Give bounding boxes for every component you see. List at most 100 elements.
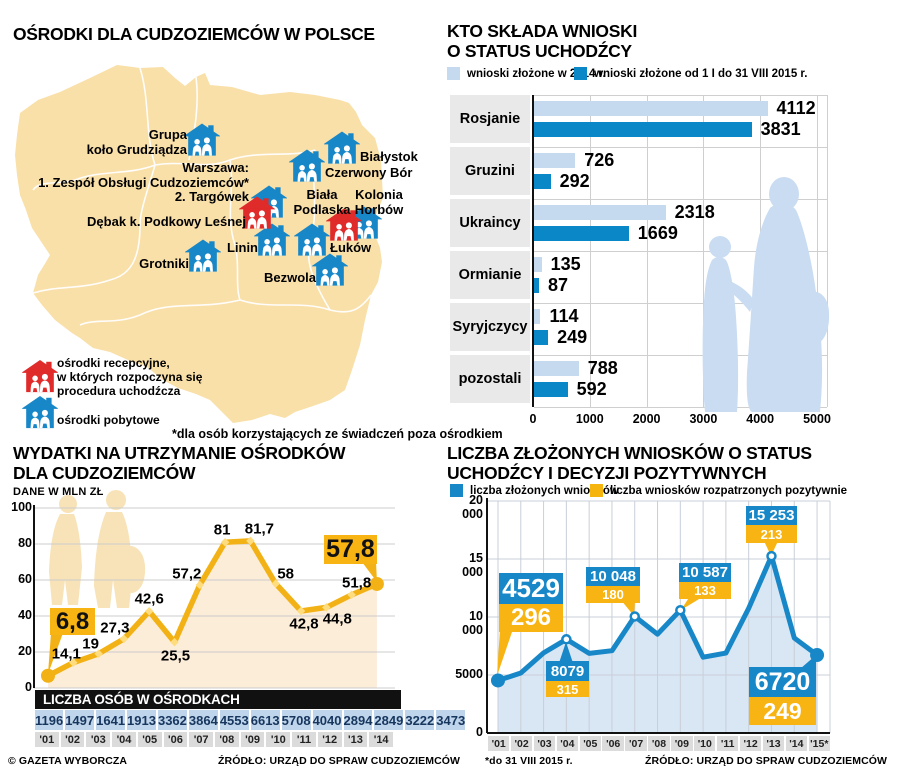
applications-year-cell: '15* <box>808 736 830 751</box>
spending-ytick-100: 100 <box>11 500 32 514</box>
occupants-value-cell: 4553 <box>219 710 249 730</box>
bar-y-axis <box>532 95 534 407</box>
occupants-value-cell: 3473 <box>436 710 466 730</box>
map-title: OŚRODKI DLA CUDZOZIEMCÓW W POLSCE <box>13 24 375 44</box>
bar-value-label: 4112 <box>776 98 816 118</box>
applications-year-cell: '09 <box>671 736 693 751</box>
occupants-table-header: LICZBA OSÓB W OŚRODKACH <box>35 690 401 709</box>
callout-tail <box>681 596 704 610</box>
bar-value-label: 726 <box>584 150 615 170</box>
applications-callout-'04: 8079 315 <box>546 661 589 697</box>
bar-category-5: pozostali <box>450 355 530 403</box>
occupants-value-cell: 3222 <box>405 710 435 730</box>
occupants-value-cell: 2894 <box>343 710 373 730</box>
bar-row-divider <box>534 407 827 408</box>
map-footnote: *dla osób korzystających ze świadczeń po… <box>172 427 503 441</box>
map-site-label-lukow: Łuków <box>330 240 372 255</box>
occupants-year-cell: '07 <box>189 732 213 747</box>
applications-ytick-1: 15 000 <box>462 551 483 579</box>
spending-value-'03: 19 <box>82 635 99 653</box>
occupants-year-cell: '11 <box>292 732 316 747</box>
occupants-value-cell: 4040 <box>312 710 342 730</box>
bar-value-label: 87 <box>547 275 568 295</box>
spending-callout-'01: 6,8 <box>50 608 95 635</box>
map-site-label-czerwony-bor: Czerwony Bór <box>325 165 413 180</box>
bar-row-divider <box>534 355 827 356</box>
bar-xtick-4000: 4000 <box>746 412 775 426</box>
occupants-value-cell: 6613 <box>250 710 280 730</box>
callout-positive-value: 296 <box>499 604 563 632</box>
callout-applications-value: 6720 <box>749 667 816 697</box>
occupants-year-cell: '14 <box>369 732 393 747</box>
applications-legend-item-0: liczba złożonych wniosków <box>450 484 619 497</box>
spending-value-'05: 42,6 <box>134 590 164 608</box>
occupants-year-cell: '12 <box>317 732 342 747</box>
map-site-label-grupa-kolo-grudziadza: Grupa koło Grudziądza <box>86 127 187 157</box>
callout-tail <box>559 642 573 663</box>
map-legend-label-residence: ośrodki pobytowe <box>57 413 160 427</box>
callout-applications-value: 10 587 <box>679 563 731 582</box>
map-site-label-bialystok: Białystok <box>360 149 418 164</box>
bar-value-label: 249 <box>557 327 588 347</box>
applications-point-ring <box>629 611 640 622</box>
applications-year-cell: '13 <box>762 736 785 751</box>
applications-ytick-0: 20 000 <box>462 493 483 521</box>
bar-2015-3 <box>534 278 539 293</box>
map-site-label-kolonia-horbow: Kolonia Horbów <box>354 187 404 217</box>
callout-applications-value: 8079 <box>546 661 589 681</box>
callout-applications-value: 10 048 <box>586 567 640 586</box>
bar-2014-1 <box>534 153 576 168</box>
occupants-table-row: 1196 1497 1641 1913 3362 3864 4553 6613 5708 4040… <box>35 710 466 730</box>
spending-subtitle: DANE W MLN ZŁ <box>13 486 104 498</box>
spending-area <box>48 540 377 688</box>
bar-2014-0 <box>534 101 768 116</box>
callout-positive-value: 180 <box>586 586 640 603</box>
applications-legend-item-1: liczba wniosków rozpatrzonych pozytywnie <box>590 484 847 497</box>
bar-xtick-1000: 1000 <box>575 412 604 426</box>
applications-years: '01'02'03'04'05'06'07'08'09'10'11'12'13 '… <box>488 736 830 751</box>
spending-endpoint-dot <box>41 668 55 683</box>
applications-year-cell: '02 <box>510 736 533 751</box>
applications-callout-'13: 15 253 213 <box>746 506 797 543</box>
bar-2014-2 <box>534 205 666 220</box>
applications-callout-'07: 10 048 180 <box>586 567 640 603</box>
woman-and-child-silhouette-icon <box>702 177 830 412</box>
occupants-value-cell: 2849 <box>374 710 404 730</box>
bar-row-divider <box>534 147 827 148</box>
bar-value-label: 788 <box>587 358 618 378</box>
occupants-year-cell: '01 <box>35 732 59 747</box>
bar-row-divider <box>534 303 827 304</box>
spending-value-'02: 14,1 <box>51 645 81 663</box>
applications-year-cell: '03 <box>533 736 556 751</box>
applications-year-cell: '10 <box>694 736 716 751</box>
callout-positive-value: 133 <box>679 582 731 599</box>
applications-callout-'15*: 6720 249 <box>749 667 816 725</box>
occupants-value-cell: 1641 <box>96 710 126 730</box>
occupants-year-cell: '06 <box>163 732 188 747</box>
occupants-year-cell: '08 <box>214 732 239 747</box>
legend-swatch-icon <box>447 67 460 80</box>
map-site-label-linin: Linin <box>226 240 258 255</box>
applications-ytick-2: 10 000 <box>462 609 483 637</box>
spending-value-'10: 58 <box>277 565 295 583</box>
bar-chart-title-line2: O STATUS UCHODŹCY <box>447 41 632 61</box>
bar-chart-title-line1: KTO SKŁADA WNIOSKI <box>447 21 638 41</box>
callout-tail <box>497 629 513 676</box>
occupants-value-cell: 3864 <box>188 710 218 730</box>
occupants-year-cell: '03 <box>86 732 111 747</box>
bar-category-4: Syryjczycy <box>450 303 530 351</box>
spending-value-'09: 81,7 <box>244 520 274 538</box>
map-site-label-grotniki: Grotniki <box>139 256 189 271</box>
map-site-label-bezwola: Bezwola <box>263 270 316 285</box>
spending-ytick-40: 40 <box>18 608 32 622</box>
applications-ytick-4: 0 <box>476 725 483 739</box>
spending-line <box>46 538 378 679</box>
bar-category-1: Gruzini <box>450 147 530 195</box>
poland-map-svg <box>15 65 383 423</box>
callout-applications-value: 4529 <box>499 573 563 604</box>
occupants-table-row: '01'02'03'04'05'06'07'08'09'10'11'12'13 '… <box>35 732 393 747</box>
bar-value-label: 592 <box>576 379 607 399</box>
map-site-label-warszawa: Warszawa: 1. Zespół Obsługi Cudzoziemców*… <box>38 160 249 204</box>
bar-xtick-2000: 2000 <box>632 412 661 426</box>
